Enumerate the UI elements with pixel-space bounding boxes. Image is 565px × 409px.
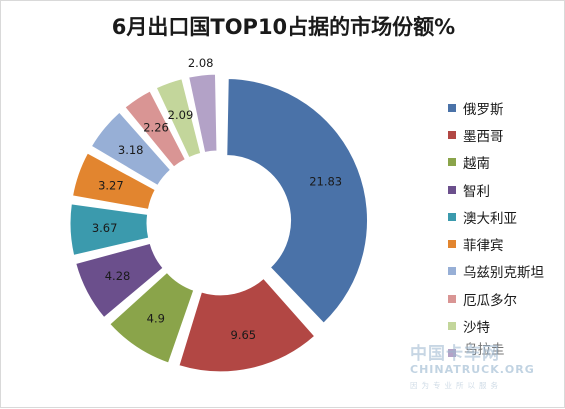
watermark: 中国卡车网 CHINATRUCK.ORG 因为专业所以服务	[410, 339, 560, 399]
donut-slice	[155, 78, 202, 159]
donut-slice	[188, 73, 218, 154]
legend-label: 俄罗斯	[463, 101, 504, 118]
chart-legend: 俄罗斯墨西哥越南智利澳大利亚菲律宾乌兹别克斯坦 厄瓜多尔沙特乌拉圭	[448, 94, 560, 367]
donut-slice	[90, 111, 172, 187]
legend-swatch	[448, 294, 456, 303]
legend-label: 厄瓜多尔	[463, 292, 517, 309]
legend-label: 澳大利亚	[463, 210, 517, 227]
legend-item-occluded: 乌拉圭	[464, 342, 505, 358]
donut-slice	[69, 203, 150, 256]
legend-swatch	[448, 185, 456, 194]
slice-value-label: 2.09	[168, 108, 194, 122]
legend-item: 乌兹别克斯坦	[448, 258, 560, 285]
legend-swatch	[448, 349, 456, 358]
slice-value-label: 2.08	[188, 56, 214, 70]
legend-swatch	[448, 130, 456, 139]
legend-swatch	[448, 240, 456, 249]
legend-label: 沙特	[463, 320, 490, 337]
slice-value-label: 3.27	[98, 178, 124, 192]
donut-slice	[226, 77, 368, 324]
slice-value-label: 21.83	[309, 174, 342, 188]
legend-item: 越南	[448, 149, 560, 176]
slice-value-label: 3.67	[92, 221, 118, 235]
donut-slice	[109, 271, 195, 364]
legend-label: 智利	[463, 183, 490, 200]
legend-label: 乌兹别克斯坦	[463, 265, 544, 282]
slice-value-label: 4.9	[147, 311, 165, 325]
legend-label: 墨西哥	[463, 128, 504, 145]
slice-value-label: 3.18	[118, 143, 144, 157]
legend-swatch	[448, 158, 456, 167]
legend-swatch	[448, 103, 456, 112]
watermark-subtitle: CHINATRUCK.ORG	[410, 363, 535, 376]
donut-slice	[178, 277, 316, 373]
legend-item: 俄罗斯	[448, 94, 560, 121]
legend-swatch	[448, 322, 456, 331]
slice-value-label: 2.26	[143, 120, 169, 134]
legend-label: 菲律宾	[463, 238, 504, 255]
legend-swatch	[448, 267, 456, 276]
legend-item: 澳大利亚	[448, 203, 560, 230]
legend-item: 沙特	[448, 312, 560, 339]
legend-item: 菲律宾	[448, 230, 560, 257]
slice-value-label: 9.65	[231, 328, 257, 342]
legend-item: 智利	[448, 176, 560, 203]
watermark-logo: 中国卡车网	[410, 344, 500, 364]
legend-item: 厄瓜多尔	[448, 285, 560, 312]
watermark-slogan: 因为专业所以服务	[410, 381, 502, 390]
legend-item: 墨西哥	[448, 121, 560, 148]
chart-title: 6月出口国TOP10占据的市场份额%	[111, 15, 456, 39]
donut-slice	[71, 152, 156, 210]
legend-label: 越南	[463, 156, 490, 173]
legend-swatch	[448, 212, 456, 221]
donut-slice	[75, 242, 164, 319]
legend-item	[448, 340, 560, 367]
donut-slice	[124, 90, 186, 168]
slice-value-label: 4.28	[105, 269, 131, 283]
